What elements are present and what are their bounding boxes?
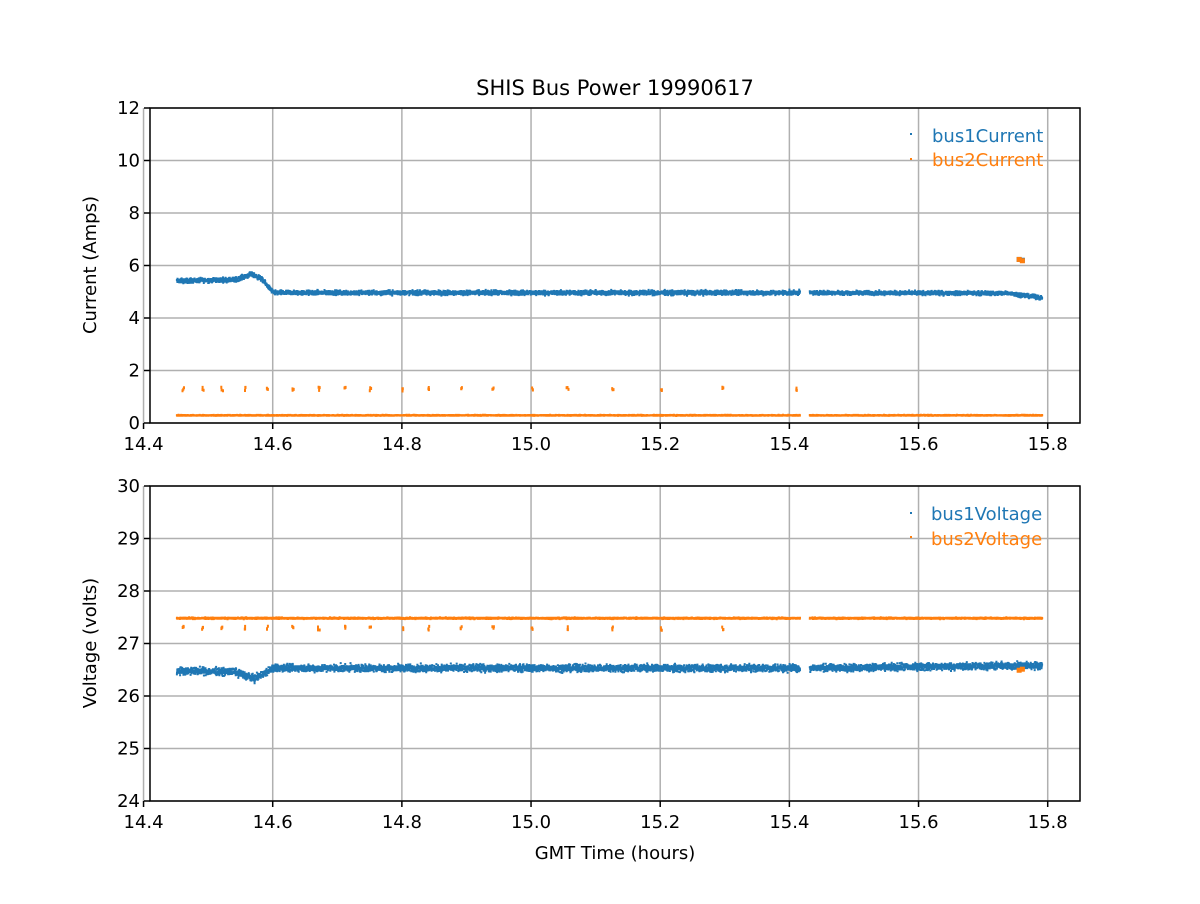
current-x-tick-label: 15.2	[640, 434, 680, 455]
current-y-tick-label: 4	[129, 308, 140, 329]
bus2Voltage-outlier-point	[1019, 666, 1025, 672]
legend-marker-bus2voltage	[910, 536, 912, 538]
current-y-tick-label: 2	[129, 361, 140, 382]
voltage-x-tick-label: 14.6	[253, 812, 293, 833]
series-bus1Current	[175, 256, 1044, 301]
x-axis-label: GMT Time (hours)	[535, 843, 696, 864]
voltage-y-tick-label: 30	[117, 476, 140, 497]
voltage-x-tick-label: 15.4	[769, 812, 809, 833]
voltage-plot: 14.4 14.6 14.8 15.0 15.2 15.4 15.6 15.8 24 25 26 27…	[80, 476, 1081, 864]
current-plot: SHIS Bus Power 19990617 14.4 14.6 14.8 15.0…	[80, 76, 1081, 455]
bus1Voltage-points	[175, 660, 1044, 685]
current-y-axis-label: Current (Amps)	[80, 196, 101, 334]
legend-marker-bus2current	[910, 158, 912, 160]
current-grid	[142, 107, 1080, 424]
current-y-tick-label: 6	[129, 256, 140, 277]
legend-marker-bus1current	[910, 133, 912, 135]
voltage-y-tick-label: 29	[117, 529, 140, 550]
bus2Current-points	[175, 385, 1044, 417]
bus2Current-outlier-point	[1019, 258, 1025, 264]
current-x-tick-label: 15.8	[1028, 434, 1068, 455]
bus2Voltage-outlier-point	[1016, 667, 1022, 673]
voltage-legend: bus1Voltage bus2Voltage	[910, 504, 1042, 550]
voltage-x-tick-label: 15.8	[1028, 812, 1068, 833]
voltage-y-tick-label: 24	[117, 791, 140, 812]
series-bus1Voltage	[175, 660, 1044, 685]
bus2Voltage-points	[175, 616, 1044, 632]
voltage-y-axis-label: Voltage (volts)	[80, 578, 101, 708]
series-bus2Current	[175, 256, 1044, 417]
current-x-tick-label: 14.4	[124, 434, 164, 455]
voltage-x-tick-label: 15.6	[899, 812, 939, 833]
voltage-x-tick-label: 14.8	[382, 812, 422, 833]
voltage-x-tick-label: 15.2	[640, 812, 680, 833]
legend-marker-bus1voltage	[910, 512, 912, 514]
bus2Current-outlier-point	[1016, 256, 1022, 262]
legend-label-bus1current: bus1Current	[932, 126, 1043, 147]
current-legend: bus1Current bus2Current	[910, 126, 1043, 171]
series-bus2Voltage	[175, 616, 1044, 673]
voltage-y-tick-label: 28	[117, 581, 140, 602]
legend-label-bus2voltage: bus2Voltage	[931, 529, 1042, 550]
voltage-y-tick-label: 27	[117, 634, 140, 655]
current-x-tick-label: 15.6	[899, 434, 939, 455]
current-ticks: 14.4 14.6 14.8 15.0 15.2 15.4 15.6 15.8 0 2 4 6 8 10 1…	[117, 98, 1068, 455]
bus1Current-points	[175, 271, 1044, 301]
current-x-tick-label: 14.6	[253, 434, 293, 455]
voltage-x-tick-label: 14.4	[124, 812, 164, 833]
voltage-y-tick-label: 26	[117, 686, 140, 707]
current-x-tick-label: 14.8	[382, 434, 422, 455]
current-data-points	[175, 256, 1044, 417]
legend-label-bus1voltage: bus1Voltage	[931, 504, 1042, 525]
current-x-tick-label: 15.4	[769, 434, 809, 455]
voltage-data-points	[175, 616, 1044, 685]
legend-label-bus2current: bus2Current	[932, 150, 1043, 171]
current-y-tick-label: 12	[117, 98, 140, 119]
current-y-tick-label: 0	[129, 413, 140, 434]
voltage-x-tick-label: 15.0	[511, 812, 551, 833]
voltage-y-tick-label: 25	[117, 739, 140, 760]
current-y-tick-label: 10	[117, 151, 140, 172]
current-x-tick-label: 15.0	[511, 434, 551, 455]
voltage-ticks: 14.4 14.6 14.8 15.0 15.2 15.4 15.6 15.8 24 25 26 27…	[117, 476, 1068, 833]
chart-title: SHIS Bus Power 19990617	[476, 76, 754, 100]
current-y-tick-label: 8	[129, 203, 140, 224]
